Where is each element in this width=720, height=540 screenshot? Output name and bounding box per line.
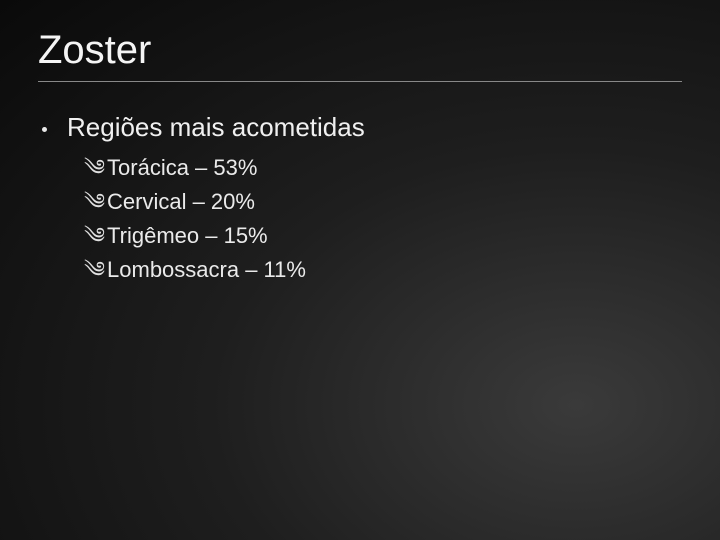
swirl-icon: ༄ — [84, 255, 105, 285]
list-item-label: Torácica – 53% — [107, 153, 257, 183]
swirl-icon: ༄ — [84, 187, 105, 217]
list-item: ༄ Torácica – 53% — [84, 153, 682, 183]
list-item: ༄ Trigêmeo – 15% — [84, 221, 682, 251]
list-item-label: Cervical – 20% — [107, 187, 255, 217]
swirl-icon: ༄ — [84, 221, 105, 251]
list-item-label: Trigêmeo – 15% — [107, 221, 268, 251]
slide-title: Zoster — [38, 28, 682, 73]
sublist: ༄ Torácica – 53% ༄ Cervical – 20% ༄ Trig… — [84, 153, 682, 285]
heading-row: Regiões mais acometidas — [38, 112, 682, 143]
title-rule — [38, 81, 682, 82]
swirl-icon: ༄ — [84, 153, 105, 183]
slide: Zoster Regiões mais acometidas ༄ Torácic… — [0, 0, 720, 540]
list-item: ༄ Cervical – 20% — [84, 187, 682, 217]
list-item-label: Lombossacra – 11% — [107, 255, 306, 285]
heading-text: Regiões mais acometidas — [67, 112, 365, 143]
bullet-dot-icon — [42, 127, 47, 132]
list-item: ༄ Lombossacra – 11% — [84, 255, 682, 285]
